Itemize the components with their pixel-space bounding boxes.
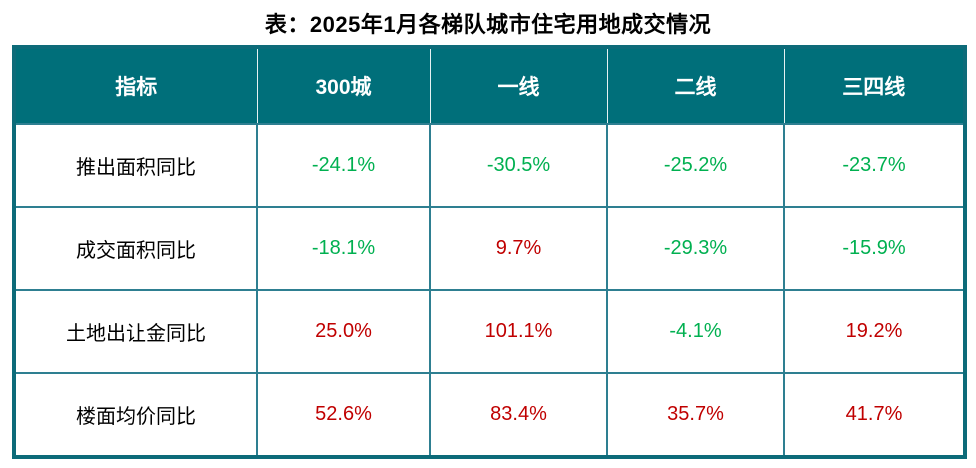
value-cell: 9.7% (429, 206, 608, 291)
value-cell: -30.5% (429, 123, 608, 208)
land-transaction-table: 指标 300城 一线 二线 三四线 推出面积同比 -24.1% -30.5% -… (12, 45, 967, 459)
header-cell-tier2: 二线 (606, 47, 785, 124)
value-cell: 25.0% (256, 289, 431, 374)
value-cell: 101.1% (429, 289, 608, 374)
row-label: 推出面积同比 (13, 123, 258, 208)
value-cell: 41.7% (783, 372, 966, 458)
value-cell: -25.2% (606, 123, 785, 208)
value-cell: -15.9% (783, 206, 966, 291)
value-cell: -18.1% (256, 206, 431, 291)
value-cell: -4.1% (606, 289, 785, 374)
page-title: 表：2025年1月各梯队城市住宅用地成交情况 (264, 12, 712, 37)
header-row: 指标 300城 一线 二线 三四线 (14, 47, 965, 124)
table-row-floor-price: 楼面均价同比 52.6% 83.4% 35.7% 41.7% (13, 372, 966, 458)
row-label: 楼面均价同比 (13, 372, 258, 458)
row-label: 成交面积同比 (13, 206, 258, 291)
header-cell-tier1: 一线 (429, 47, 608, 124)
value-cell: -24.1% (256, 123, 431, 208)
value-cell: 35.7% (606, 372, 785, 458)
value-cell: -29.3% (606, 206, 785, 291)
table-row-transacted-area: 成交面积同比 -18.1% 9.7% -29.3% -15.9% (13, 206, 966, 291)
value-cell: 19.2% (783, 289, 966, 374)
value-cell: -23.7% (783, 123, 966, 208)
row-label: 土地出让金同比 (13, 289, 258, 374)
header-cell-tier34: 三四线 (783, 47, 965, 124)
table-row-launched-area: 推出面积同比 -24.1% -30.5% -25.2% -23.7% (13, 123, 966, 208)
value-cell: 52.6% (256, 372, 431, 458)
header-cell-300-cities: 300城 (256, 47, 431, 124)
table-row-land-premium: 土地出让金同比 25.0% 101.1% -4.1% 19.2% (13, 289, 966, 374)
header-cell-indicator: 指标 (14, 47, 258, 124)
value-cell: 83.4% (429, 372, 608, 458)
